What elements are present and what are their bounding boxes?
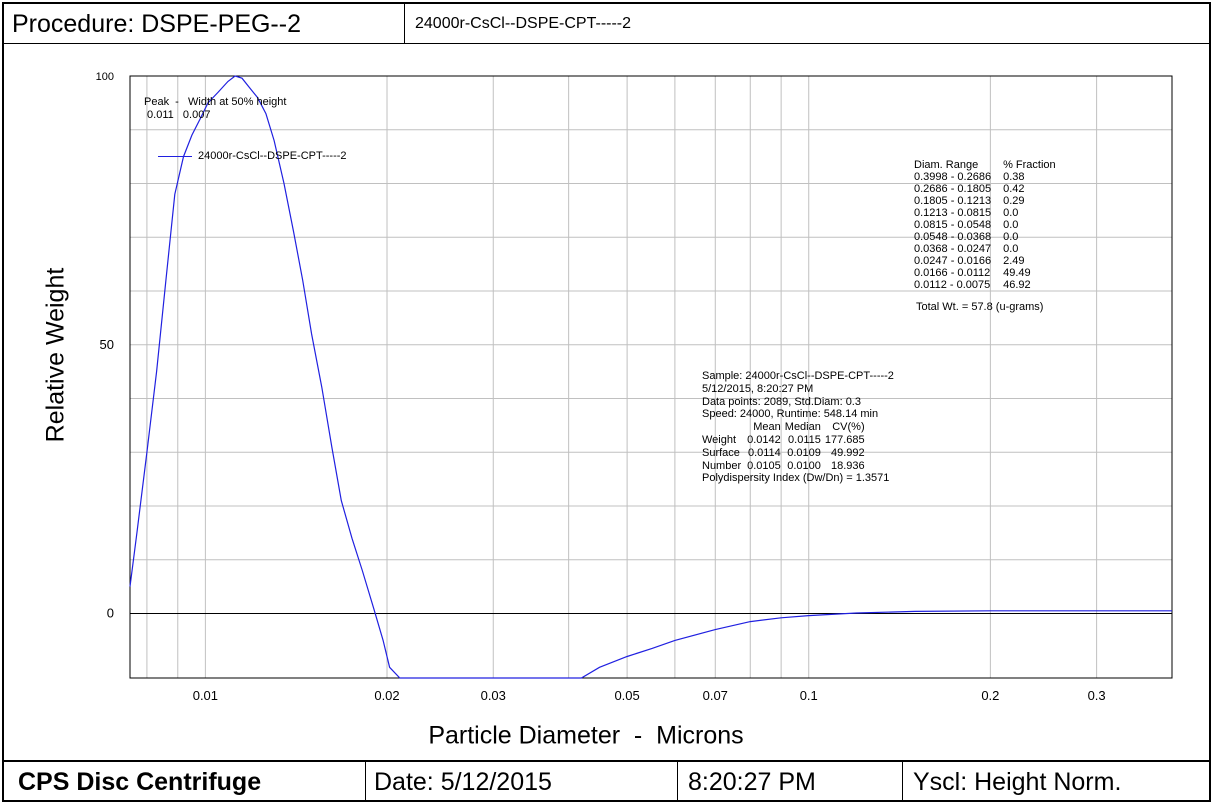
stats-cell: 18.936	[830, 459, 865, 472]
curve-group	[129, 75, 1172, 679]
x-axis-label: Particle Diameter - Microns	[428, 721, 744, 750]
range-value: 0.0815 - 0.0548	[914, 219, 992, 231]
stats-cell: 0.0115	[788, 433, 821, 446]
range-row: 0.0166 - 0.0112 49.49	[914, 267, 1056, 279]
x-tick-label: 0.3	[1088, 688, 1106, 703]
stats-cell: 0.0142	[747, 433, 781, 446]
x-tick-label: 0.2	[981, 688, 999, 703]
legend-label: 24000r-CsCl--DSPE-CPT-----2	[198, 150, 347, 162]
fraction-value: 0.0	[1003, 243, 1019, 255]
fraction-value: 0.29	[1003, 195, 1025, 207]
y-axis-label: Relative Weight	[41, 267, 70, 443]
stats-cell: 0.0100	[787, 459, 821, 472]
range-value: 0.0247 - 0.0166	[914, 255, 992, 267]
range-row: 0.0815 - 0.0548 0.0	[914, 219, 1056, 231]
report-date: Date: 5/12/2015	[366, 762, 678, 800]
fraction-value: 0.38	[1003, 171, 1025, 183]
peak-values: 0.011 0.007	[144, 109, 211, 121]
range-value: 0.0112 - 0.0075	[914, 279, 991, 291]
stats-cell: Surface	[702, 446, 740, 459]
x-tick-label: 0.01	[193, 688, 218, 703]
range-row: 0.0247 - 0.0166 2.49	[914, 255, 1056, 267]
sample-points: Data points: 2089, Std.Diam: 0.3	[702, 395, 861, 408]
stats-table: Mean Median CV(%) Weight 0.0142 0.0115 177.685…	[702, 421, 869, 472]
fraction-value: 0.0	[1003, 219, 1019, 231]
fraction-value: 46.92	[1003, 279, 1031, 291]
plot-area	[129, 75, 1173, 679]
fraction-value: 49.49	[1003, 267, 1031, 279]
range-value: 0.0548 - 0.0368	[914, 231, 992, 243]
range-row: 0.0368 - 0.0247 0.0	[914, 243, 1056, 255]
stats-cell: 177.685	[824, 433, 865, 446]
range-value: 0.0368 - 0.0247	[914, 243, 992, 255]
y-scale: Yscl: Height Norm.	[913, 768, 1122, 796]
y-tick-label: 0	[107, 606, 114, 621]
report-time: 8:20:27 PM	[678, 762, 903, 800]
legend-swatch	[158, 155, 192, 157]
stats-header-cell	[702, 421, 747, 434]
y-tick-label: 50	[100, 337, 114, 352]
fraction-value: 2.49	[1003, 255, 1025, 267]
x-tick-label: 0.05	[614, 688, 639, 703]
stats-cell: 0.0114	[747, 446, 781, 459]
fraction-value: 0.0	[1003, 231, 1019, 243]
range-header: Diam. Range	[914, 159, 979, 171]
series-line	[129, 75, 1172, 679]
sample-name: Sample: 24000r-CsCl--DSPE-CPT-----2	[702, 370, 894, 382]
range-header-row: Diam. Range % Fraction	[914, 159, 1056, 171]
stats-cell: 0.0109	[787, 446, 821, 459]
peak-annotation: Peak - Width at 50% height 0.011 0.007	[144, 96, 286, 122]
y-tick-label: 100	[96, 71, 114, 83]
fraction-value: 0.0	[1003, 207, 1019, 219]
range-row: 0.0548 - 0.0368 0.0	[914, 231, 1056, 243]
total-weight: Total Wt. = 57.8 (u-grams)	[916, 301, 1044, 313]
range-value: 0.1805 - 0.1213	[914, 195, 992, 207]
stats-cell: 0.0105	[747, 459, 781, 472]
fraction-value: 0.42	[1003, 183, 1025, 195]
fraction-header: % Fraction	[1003, 159, 1056, 171]
sample-speed: Speed: 24000, Runtime: 548.14 min	[702, 408, 879, 421]
stats-header-row: Mean Median CV(%)	[702, 421, 869, 434]
range-value: 0.1213 - 0.0815	[914, 207, 992, 219]
x-tick-label: 0.1	[800, 688, 818, 703]
stats-cell: Number	[702, 459, 742, 472]
x-axis-ticks: 0.01 0.02 0.03 0.05 0.07 0.1 0.2 0.3	[193, 688, 1106, 703]
sample-info: Sample: 24000r-CsCl--DSPE-CPT-----2 5/12…	[702, 370, 894, 485]
peak-header: Peak - Width at 50% height	[144, 96, 287, 108]
range-row: 0.2686 - 0.1805 0.42	[914, 183, 1056, 195]
procedure-title: Procedure: DSPE-PEG--2	[4, 4, 405, 43]
instrument-name: CPS Disc Centrifuge	[4, 762, 366, 800]
report-header: Procedure: DSPE-PEG--2 24000r-CsCl--DSPE…	[4, 4, 1209, 44]
stats-row: Number 0.0105 0.0100 18.936	[702, 460, 869, 473]
x-tick-label: 0.07	[703, 688, 728, 703]
stats-cell: Weight	[702, 433, 737, 446]
range-value: 0.2686 - 0.1805	[914, 183, 992, 195]
report-footer: CPS Disc Centrifuge Date: 5/12/2015 8:20…	[4, 760, 1209, 800]
pdi: Polydispersity Index (Dw/Dn) = 1.3571	[702, 472, 890, 485]
stats-row: Surface 0.0114 0.0109 49.992	[702, 447, 869, 460]
range-row: 0.1213 - 0.0815 0.0	[914, 207, 1056, 219]
run-name: 24000r-CsCl--DSPE-CPT-----2	[415, 15, 632, 32]
stats-header-cell: Median	[784, 421, 821, 434]
range-value: 0.0166 - 0.0112	[914, 267, 991, 279]
stats-header-cell: CV(%)	[832, 421, 865, 434]
range-row: 0.3998 - 0.2686 0.38	[914, 171, 1056, 183]
sample-datetime: 5/12/2015, 8:20:27 PM	[702, 382, 814, 395]
diameter-range-table: Diam. Range % Fraction 0.3998 - 0.2686 0.…	[914, 159, 1056, 291]
stats-header-cell: Mean	[753, 421, 781, 434]
range-value: 0.3998 - 0.2686	[914, 171, 992, 183]
stats-row: Weight 0.0142 0.0115 177.685	[702, 434, 869, 447]
stats-cell: 49.992	[830, 446, 865, 459]
y-axis-ticks: 100 50 0	[96, 71, 114, 621]
x-tick-label: 0.03	[481, 688, 506, 703]
legend: 24000r-CsCl--DSPE-CPT-----2	[158, 150, 347, 162]
x-tick-label: 0.02	[374, 688, 399, 703]
range-row: 0.1805 - 0.1213 0.29	[914, 195, 1056, 207]
range-row: 0.0112 - 0.0075 46.92	[914, 279, 1056, 291]
